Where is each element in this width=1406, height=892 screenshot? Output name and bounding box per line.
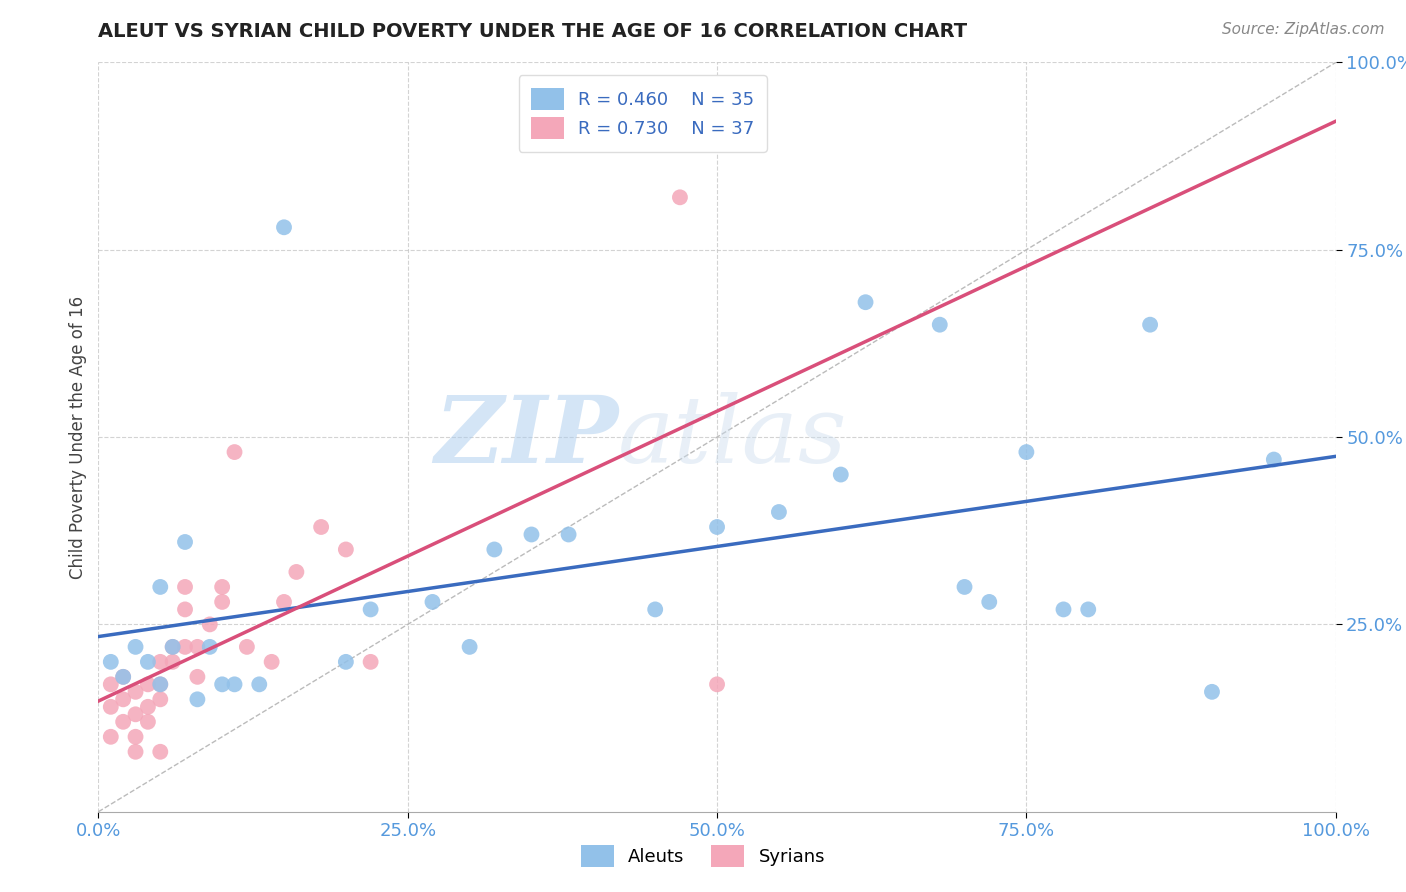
- Point: [1139, 318, 1161, 332]
- Point: [149, 677, 172, 691]
- Point: [224, 445, 246, 459]
- Point: [706, 677, 728, 691]
- Point: [1077, 602, 1099, 616]
- Point: [273, 595, 295, 609]
- Legend: Aleuts, Syrians: Aleuts, Syrians: [574, 838, 832, 874]
- Point: [112, 670, 135, 684]
- Point: [285, 565, 308, 579]
- Point: [335, 542, 357, 557]
- Point: [174, 535, 197, 549]
- Point: [247, 677, 270, 691]
- Point: [174, 580, 197, 594]
- Point: [360, 655, 382, 669]
- Point: [520, 527, 543, 541]
- Point: [100, 655, 122, 669]
- Point: [260, 655, 283, 669]
- Point: [1015, 445, 1038, 459]
- Point: [669, 190, 692, 204]
- Point: [224, 677, 246, 691]
- Point: [309, 520, 332, 534]
- Y-axis label: Child Poverty Under the Age of 16: Child Poverty Under the Age of 16: [69, 295, 87, 579]
- Point: [162, 640, 184, 654]
- Point: [162, 655, 184, 669]
- Point: [174, 640, 197, 654]
- Point: [149, 677, 172, 691]
- Point: [124, 745, 146, 759]
- Point: [768, 505, 790, 519]
- Point: [124, 685, 146, 699]
- Point: [112, 714, 135, 729]
- Point: [979, 595, 1001, 609]
- Point: [162, 640, 184, 654]
- Point: [100, 677, 122, 691]
- Point: [100, 730, 122, 744]
- Point: [124, 730, 146, 744]
- Point: [928, 318, 950, 332]
- Point: [198, 640, 221, 654]
- Point: [236, 640, 259, 654]
- Point: [136, 714, 159, 729]
- Point: [149, 745, 172, 759]
- Point: [198, 617, 221, 632]
- Point: [174, 602, 197, 616]
- Text: atlas: atlas: [619, 392, 848, 482]
- Point: [124, 707, 146, 722]
- Text: ZIP: ZIP: [434, 392, 619, 482]
- Point: [1201, 685, 1223, 699]
- Point: [855, 295, 877, 310]
- Point: [100, 699, 122, 714]
- Point: [953, 580, 976, 594]
- Point: [644, 602, 666, 616]
- Point: [136, 655, 159, 669]
- Point: [186, 640, 208, 654]
- Point: [149, 655, 172, 669]
- Point: [360, 602, 382, 616]
- Point: [484, 542, 506, 557]
- Point: [136, 699, 159, 714]
- Point: [186, 692, 208, 706]
- Point: [112, 692, 135, 706]
- Point: [706, 520, 728, 534]
- Point: [211, 580, 233, 594]
- Point: [136, 677, 159, 691]
- Point: [124, 640, 146, 654]
- Point: [149, 580, 172, 594]
- Point: [1263, 452, 1285, 467]
- Point: [112, 670, 135, 684]
- Point: [211, 595, 233, 609]
- Point: [211, 677, 233, 691]
- Point: [273, 220, 295, 235]
- Legend: R = 0.460    N = 35, R = 0.730    N = 37: R = 0.460 N = 35, R = 0.730 N = 37: [519, 75, 768, 152]
- Point: [1052, 602, 1074, 616]
- Point: [149, 692, 172, 706]
- Text: Source: ZipAtlas.com: Source: ZipAtlas.com: [1222, 22, 1385, 37]
- Point: [830, 467, 852, 482]
- Point: [422, 595, 444, 609]
- Point: [335, 655, 357, 669]
- Point: [458, 640, 481, 654]
- Point: [186, 670, 208, 684]
- Point: [557, 527, 579, 541]
- Text: ALEUT VS SYRIAN CHILD POVERTY UNDER THE AGE OF 16 CORRELATION CHART: ALEUT VS SYRIAN CHILD POVERTY UNDER THE …: [98, 22, 967, 41]
